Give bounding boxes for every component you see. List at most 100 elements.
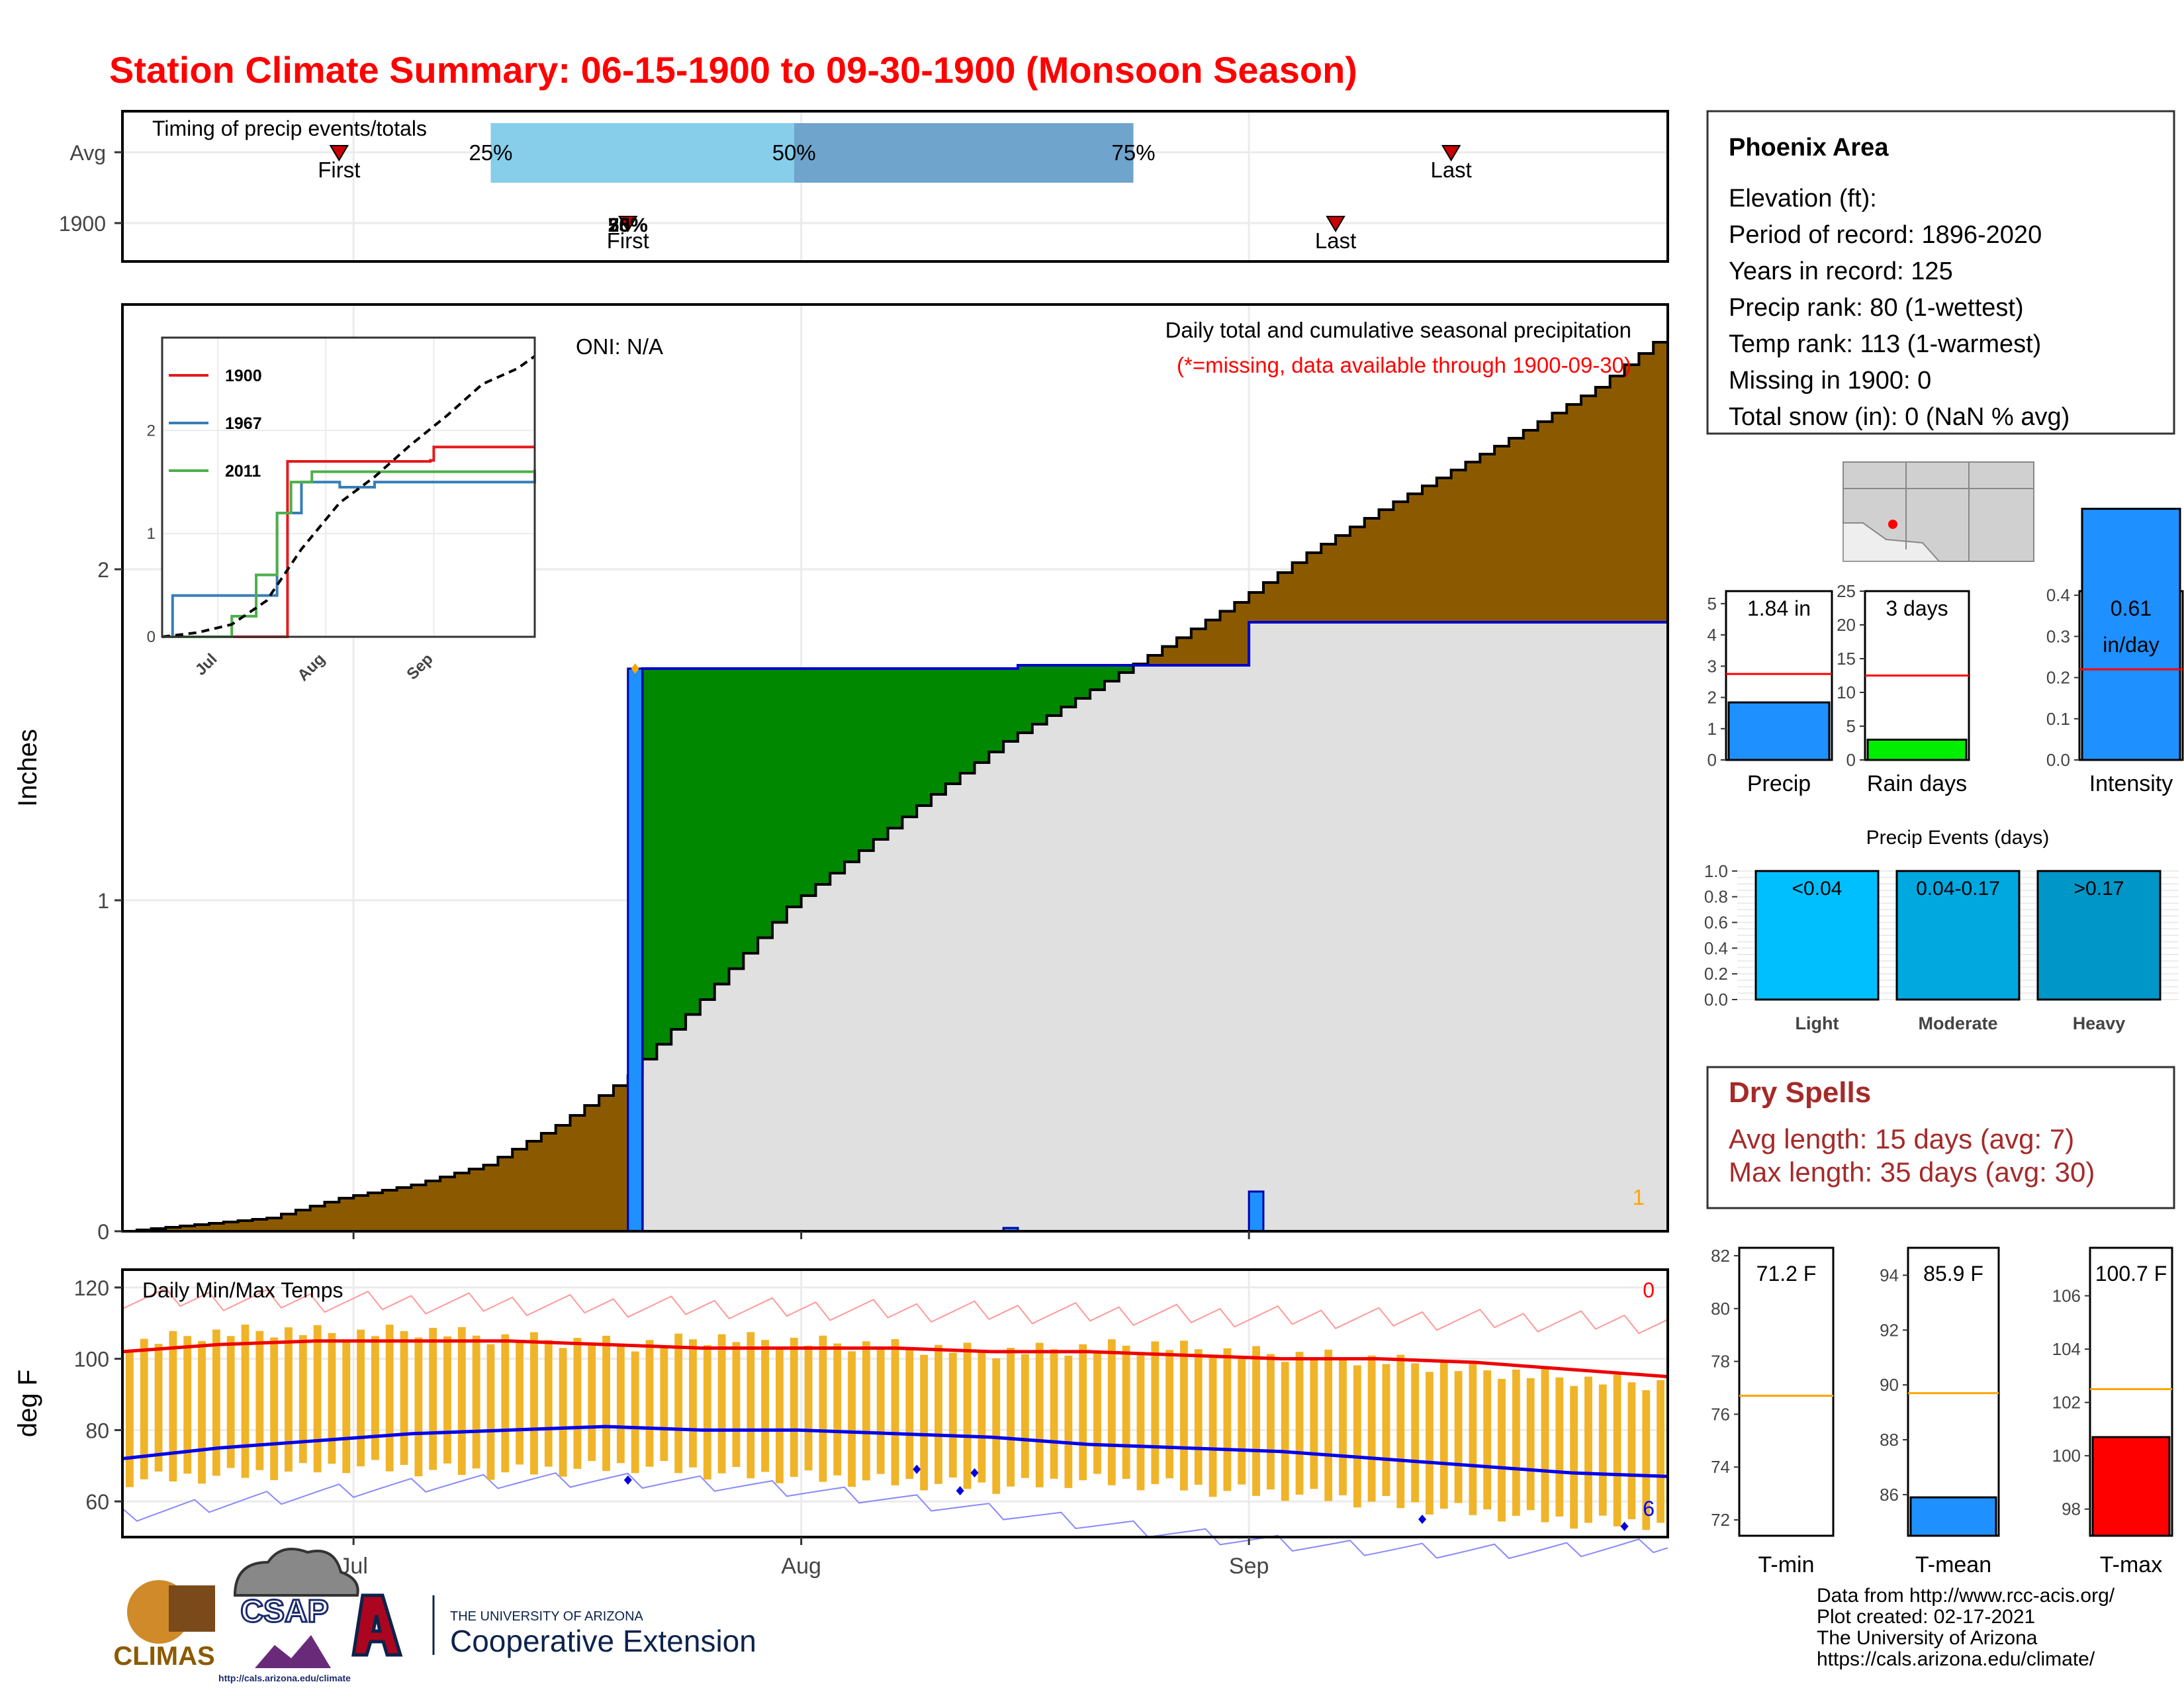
overlap-quartile-label: 75% bbox=[608, 214, 648, 236]
mini-bar-intensity bbox=[2081, 508, 2181, 761]
info-line: Years in record: 125 bbox=[1729, 258, 1953, 285]
record-low-marker bbox=[913, 1464, 921, 1474]
info-frame bbox=[1706, 110, 2175, 435]
daily-temp-bar bbox=[1642, 1390, 1651, 1530]
daily-temp-bar bbox=[486, 1344, 495, 1480]
credit-line: Data from http://www.rcc-acis.org/ bbox=[1817, 1585, 2115, 1607]
daily-temp-bar bbox=[1613, 1374, 1621, 1526]
daily-temp-bar bbox=[689, 1339, 697, 1468]
temp-bar-label: T-min bbox=[1758, 1552, 1815, 1577]
daily-temp-bar bbox=[963, 1342, 972, 1489]
record-low-marker bbox=[1620, 1521, 1629, 1531]
daily-temp-bar bbox=[1050, 1349, 1058, 1479]
temp-bar-value: 100.7 F bbox=[2095, 1262, 2167, 1286]
inset-frame bbox=[161, 336, 536, 638]
station-name: Phoenix Area bbox=[1729, 134, 1889, 162]
inset-y-tick: 1 bbox=[147, 525, 156, 543]
timing-row-label: 1900 bbox=[59, 212, 106, 236]
dry-frame bbox=[1706, 1066, 2175, 1209]
credit-line: The University of Arizona bbox=[1817, 1627, 2038, 1649]
daily-temp-bar bbox=[1627, 1382, 1636, 1520]
events-y-tick: 0.2 bbox=[1704, 964, 1728, 984]
inset-series-line-1967 bbox=[162, 469, 536, 638]
mini-y-tick: 0.3 bbox=[2046, 626, 2070, 646]
daily-temp-bar bbox=[544, 1340, 553, 1467]
precip-events-chart: Precip Events (days) <0.04 Light 0.04-0.17 M… bbox=[1704, 827, 2179, 1033]
daily-temp-bar bbox=[255, 1331, 264, 1470]
daily-precip-bar bbox=[627, 667, 644, 1233]
daily-temp-bar bbox=[1439, 1362, 1448, 1509]
temp-bar-t-mean bbox=[1909, 1496, 1997, 1537]
daily-temp-bar bbox=[457, 1327, 466, 1476]
daily-temp-bar bbox=[573, 1338, 582, 1469]
dry-spells-box: Dry Spells Avg length: 15 days (avg: 7)Ma… bbox=[1706, 1066, 2175, 1209]
quartile-label: 75% bbox=[1112, 140, 1156, 165]
temp-bar-y-tick: 106 bbox=[2052, 1286, 2081, 1306]
daily-temp-bar bbox=[313, 1325, 322, 1473]
event-marker-icon bbox=[618, 216, 638, 232]
temp-bar-y-tick: 74 bbox=[1711, 1457, 1730, 1477]
info-line: Elevation (ft): bbox=[1729, 185, 1877, 212]
page-title: Station Climate Summary: 06-15-1900 to 0… bbox=[109, 49, 1357, 91]
daily-temp-bar bbox=[429, 1327, 437, 1470]
temp-title: Daily Min/Max Temps bbox=[142, 1278, 343, 1302]
csap-cloud-icon bbox=[233, 1548, 359, 1597]
daily-temp-bar bbox=[616, 1343, 625, 1464]
daily-temp-bar bbox=[1281, 1362, 1289, 1501]
y-tick-label: 100 bbox=[74, 1348, 109, 1372]
dry-title: Dry Spells bbox=[1729, 1076, 1871, 1109]
credit-line: https://cals.arizona.edu/climate/ bbox=[1817, 1648, 2095, 1670]
mini-bar-label: Precip bbox=[1747, 771, 1811, 796]
mini-y-tick: 0.2 bbox=[2046, 668, 2070, 688]
x-tick-label: Sep bbox=[1229, 1554, 1269, 1579]
dry-max-length: Max length: 35 days (avg: 30) bbox=[1729, 1156, 2095, 1188]
daily-temp-bar bbox=[978, 1350, 986, 1483]
temp-bar-y-tick: 72 bbox=[1711, 1510, 1730, 1530]
info-line: Period of record: 1896-2020 bbox=[1729, 221, 2042, 249]
events-y-tick: 0.4 bbox=[1704, 938, 1728, 958]
quartile-box-q2 bbox=[794, 123, 1134, 183]
state-shapes bbox=[1843, 461, 2034, 562]
daily-temp-bar bbox=[1657, 1380, 1664, 1523]
daily-temp-bar bbox=[761, 1340, 770, 1472]
ua-small-text: THE UNIVERSITY OF ARIZONA bbox=[450, 1609, 644, 1624]
record-low-marker bbox=[970, 1468, 979, 1478]
daily-temp-bar bbox=[703, 1344, 711, 1480]
daily-temp-bar bbox=[833, 1343, 842, 1476]
first-event-marker bbox=[631, 663, 639, 674]
daily-temp-bar bbox=[1310, 1359, 1318, 1489]
avg-cumulative-line bbox=[122, 331, 1669, 1233]
mini-y-tick: 5 bbox=[1846, 716, 1856, 736]
record-low-marker bbox=[623, 1475, 632, 1485]
record-low-count: 6 bbox=[1643, 1497, 1655, 1521]
daily-temp-bar bbox=[371, 1336, 379, 1460]
daily-temp-bar bbox=[414, 1337, 423, 1477]
daily-temp-bar bbox=[1035, 1342, 1044, 1487]
daily-temp-bar bbox=[804, 1345, 813, 1471]
climas-logo-icon bbox=[169, 1585, 215, 1632]
event-category: Light bbox=[1796, 1013, 1839, 1033]
y-tick-label: 0 bbox=[97, 1220, 109, 1244]
daily-temp-bar bbox=[992, 1358, 1001, 1494]
daily-temp-bar bbox=[1295, 1352, 1304, 1495]
daily-temp-bar bbox=[1007, 1348, 1015, 1487]
event-marker-icon bbox=[329, 145, 349, 162]
daily-temp-bar bbox=[876, 1349, 885, 1474]
mini-bar-precip bbox=[1727, 701, 1831, 761]
record-low-marker bbox=[956, 1485, 964, 1495]
daily-temp-bar bbox=[385, 1325, 394, 1472]
daily-temp-bar bbox=[790, 1337, 798, 1477]
timing-title: Timing of precip events/totals bbox=[152, 117, 427, 140]
events-y-tick: 0.8 bbox=[1704, 887, 1728, 907]
mini-bar-value: in/day bbox=[2103, 633, 2159, 657]
surplus-area bbox=[642, 665, 1134, 1059]
mini-y-tick: 0 bbox=[1707, 750, 1717, 770]
daily-temp-bar bbox=[920, 1354, 929, 1491]
daily-temp-bar bbox=[1194, 1349, 1203, 1485]
legend-label: 1967 bbox=[225, 414, 262, 433]
daily-temp-bar bbox=[169, 1331, 177, 1481]
event-marker-label: Last bbox=[1430, 158, 1471, 182]
quartile-box-q1 bbox=[490, 123, 794, 183]
event-category: Heavy bbox=[2073, 1013, 2126, 1033]
daily-temp-bar bbox=[1353, 1365, 1361, 1508]
